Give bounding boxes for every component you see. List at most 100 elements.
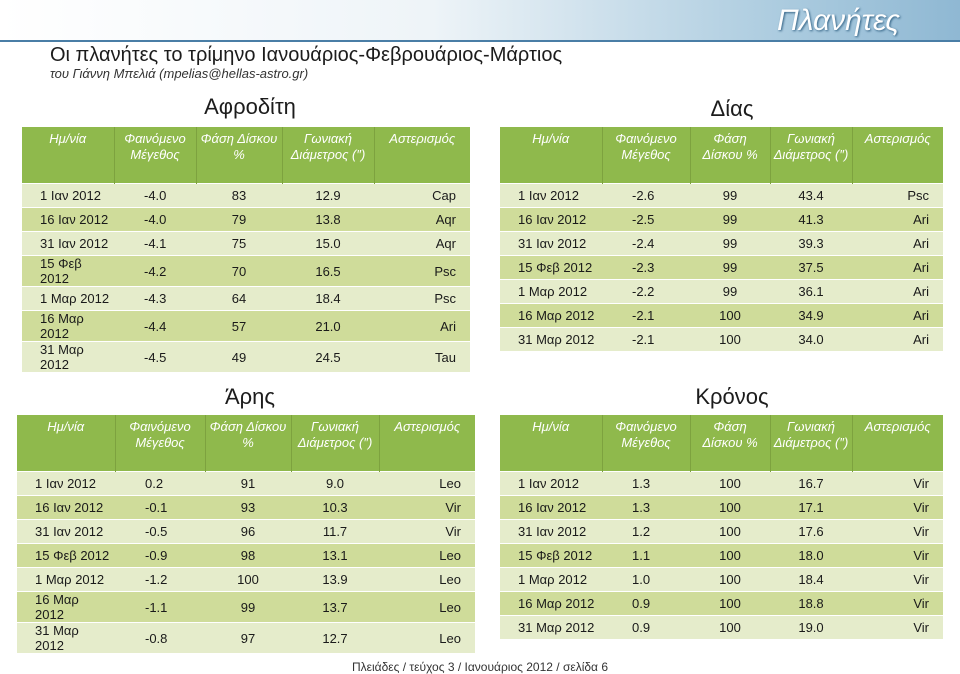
table-row: 15 Φεβ 2012 -4.2 70 16.5 Psc bbox=[22, 255, 470, 287]
diameter-cell: 36.1 bbox=[770, 279, 852, 304]
magnitude-cell: -2.4 bbox=[602, 231, 690, 256]
constellation-cell: Leo bbox=[379, 591, 475, 623]
date-cell: 31 Ιαν 2012 bbox=[22, 231, 114, 256]
section-title: Πλανήτες bbox=[776, 4, 900, 37]
magnitude-cell: -0.5 bbox=[115, 519, 205, 544]
date-cell: 16 Ιαν 2012 bbox=[22, 207, 114, 232]
constellation-cell: Vir bbox=[379, 519, 475, 544]
diameter-cell: 13.1 bbox=[291, 543, 379, 568]
table-row: 31 Ιαν 2012 1.2 100 17.6 Vir bbox=[500, 519, 943, 544]
jupiter-table: Ημ/νία Φαινόμενο Μέγεθος Φάση Δίσκου % Γωνι… bbox=[500, 127, 943, 351]
phase-cell: 93 bbox=[205, 495, 291, 520]
date-cell: 31 Μαρ 2012 bbox=[500, 615, 602, 639]
constellation-cell: Leo bbox=[379, 567, 475, 592]
magnitude-cell: -2.6 bbox=[602, 183, 690, 208]
table-row: 16 Μαρ 2012 0.9 100 18.8 Vir bbox=[500, 591, 943, 616]
constellation-cell: Vir bbox=[852, 471, 943, 496]
phase-cell: 99 bbox=[690, 207, 770, 232]
date-cell: 16 Ιαν 2012 bbox=[17, 495, 115, 520]
diameter-cell: 9.0 bbox=[291, 471, 379, 496]
date-cell: 15 Φεβ 2012 bbox=[22, 255, 114, 287]
phase-cell: 100 bbox=[690, 327, 770, 351]
mars-table: Ημ/νία Φαινόμενο Μέγεθος Φάση Δίσκου % Γωνι… bbox=[17, 415, 475, 653]
table-row: 31 Μαρ 2012 -2.1 100 34.0 Ari bbox=[500, 327, 943, 351]
top-banner: Πλανήτες bbox=[0, 0, 960, 42]
table-header-row: Ημ/νία Φαινόμενο Μέγεθος Φάση Δίσκου % Γωνι… bbox=[500, 127, 943, 184]
diameter-cell: 18.4 bbox=[282, 286, 374, 311]
table-row: 1 Μαρ 2012 -2.2 99 36.1 Ari bbox=[500, 279, 943, 304]
phase-cell: 99 bbox=[690, 255, 770, 280]
date-cell: 1 Ιαν 2012 bbox=[500, 183, 602, 208]
table-row: 1 Μαρ 2012 1.0 100 18.4 Vir bbox=[500, 567, 943, 592]
magnitude-cell: 1.3 bbox=[602, 471, 690, 496]
saturn-title: Κρόνος bbox=[695, 384, 769, 409]
phase-cell: 100 bbox=[205, 567, 291, 592]
phase-header: Φάση Δίσκου % bbox=[204, 415, 291, 472]
magnitude-header: Φαινόμενο Μέγεθος bbox=[114, 415, 205, 472]
date-cell: 15 Φεβ 2012 bbox=[17, 543, 115, 568]
table-row: 1 Ιαν 2012 1.3 100 16.7 Vir bbox=[500, 471, 943, 496]
date-cell: 31 Ιαν 2012 bbox=[500, 231, 602, 256]
page-footer: Πλειάδες / τεύχος 3 / Ιανουάριος 2012 / … bbox=[351, 660, 608, 674]
date-cell: 16 Μαρ 2012 bbox=[500, 591, 602, 616]
constellation-cell: Ari bbox=[374, 310, 470, 342]
magnitude-cell: -2.5 bbox=[602, 207, 690, 232]
diameter-cell: 12.7 bbox=[291, 622, 379, 653]
magnitude-cell: -4.2 bbox=[114, 255, 196, 287]
magnitude-cell: 0.2 bbox=[115, 471, 205, 496]
diameter-cell: 17.6 bbox=[770, 519, 852, 544]
table-row: 16 Μαρ 2012 -4.4 57 21.0 Ari bbox=[22, 310, 470, 342]
phase-header: Φάση Δίσκου % bbox=[689, 415, 770, 472]
constellation-cell: Vir bbox=[852, 567, 943, 592]
table-row: 1 Μαρ 2012 -4.3 64 18.4 Psc bbox=[22, 286, 470, 311]
table-row: 31 Μαρ 2012 0.9 100 19.0 Vir bbox=[500, 615, 943, 639]
magnitude-cell: -0.9 bbox=[115, 543, 205, 568]
date-header: Ημ/νία bbox=[17, 415, 115, 472]
constellation-cell: Vir bbox=[852, 495, 943, 520]
magnitude-cell: -1.1 bbox=[115, 591, 205, 623]
magnitude-cell: 1.2 bbox=[602, 519, 690, 544]
constellation-cell: Ari bbox=[852, 279, 943, 304]
date-header: Ημ/νία bbox=[22, 127, 114, 184]
diameter-cell: 10.3 bbox=[291, 495, 379, 520]
constellation-cell: Psc bbox=[374, 255, 470, 287]
constellation-cell: Aqr bbox=[374, 207, 470, 232]
phase-cell: 100 bbox=[690, 519, 770, 544]
diameter-header: Γωνιακή Διάμετρος (″) bbox=[769, 127, 852, 184]
magnitude-cell: 0.9 bbox=[602, 615, 690, 639]
constellation-header: Αστερισμός bbox=[851, 127, 943, 184]
diameter-cell: 19.0 bbox=[770, 615, 852, 639]
table-row: 16 Μαρ 2012 -1.1 99 13.7 Leo bbox=[17, 591, 475, 623]
mars-title: Άρης bbox=[224, 384, 276, 409]
magnitude-cell: -0.8 bbox=[115, 622, 205, 653]
diameter-cell: 12.9 bbox=[282, 183, 374, 208]
phase-cell: 99 bbox=[690, 231, 770, 256]
diameter-cell: 37.5 bbox=[770, 255, 852, 280]
magnitude-cell: -4.1 bbox=[114, 231, 196, 256]
date-cell: 31 Μαρ 2012 bbox=[500, 327, 602, 351]
date-cell: 31 Ιαν 2012 bbox=[500, 519, 602, 544]
diameter-cell: 11.7 bbox=[291, 519, 379, 544]
table-row: 1 Ιαν 2012 -2.6 99 43.4 Psc bbox=[500, 183, 943, 208]
constellation-cell: Ari bbox=[852, 255, 943, 280]
phase-header: Φάση Δίσκου % bbox=[195, 127, 282, 184]
date-cell: 1 Μαρ 2012 bbox=[500, 567, 602, 592]
diameter-cell: 17.1 bbox=[770, 495, 852, 520]
date-cell: 15 Φεβ 2012 bbox=[500, 543, 602, 568]
magnitude-cell: 1.0 bbox=[602, 567, 690, 592]
magnitude-cell: -4.5 bbox=[114, 341, 196, 372]
constellation-cell: Leo bbox=[379, 543, 475, 568]
phase-cell: 99 bbox=[690, 279, 770, 304]
table-row: 31 Ιαν 2012 -4.1 75 15.0 Aqr bbox=[22, 231, 470, 256]
table-header-row: Ημ/νία Φαινόμενο Μέγεθος Φάση Δίσκου % Γωνι… bbox=[17, 415, 475, 472]
table-row: 31 Μαρ 2012 -4.5 49 24.5 Tau bbox=[22, 341, 470, 372]
saturn-table: Ημ/νία Φαινόμενο Μέγεθος Φάση Δίσκου % Γωνι… bbox=[500, 415, 943, 639]
phase-cell: 100 bbox=[690, 615, 770, 639]
date-cell: 16 Ιαν 2012 bbox=[500, 495, 602, 520]
diameter-header: Γωνιακή Διάμετρος (″) bbox=[290, 415, 379, 472]
magnitude-cell: -0.1 bbox=[115, 495, 205, 520]
date-cell: 1 Μαρ 2012 bbox=[17, 567, 115, 592]
diameter-cell: 15.0 bbox=[282, 231, 374, 256]
magnitude-cell: -2.1 bbox=[602, 327, 690, 351]
date-cell: 31 Μαρ 2012 bbox=[17, 622, 115, 653]
